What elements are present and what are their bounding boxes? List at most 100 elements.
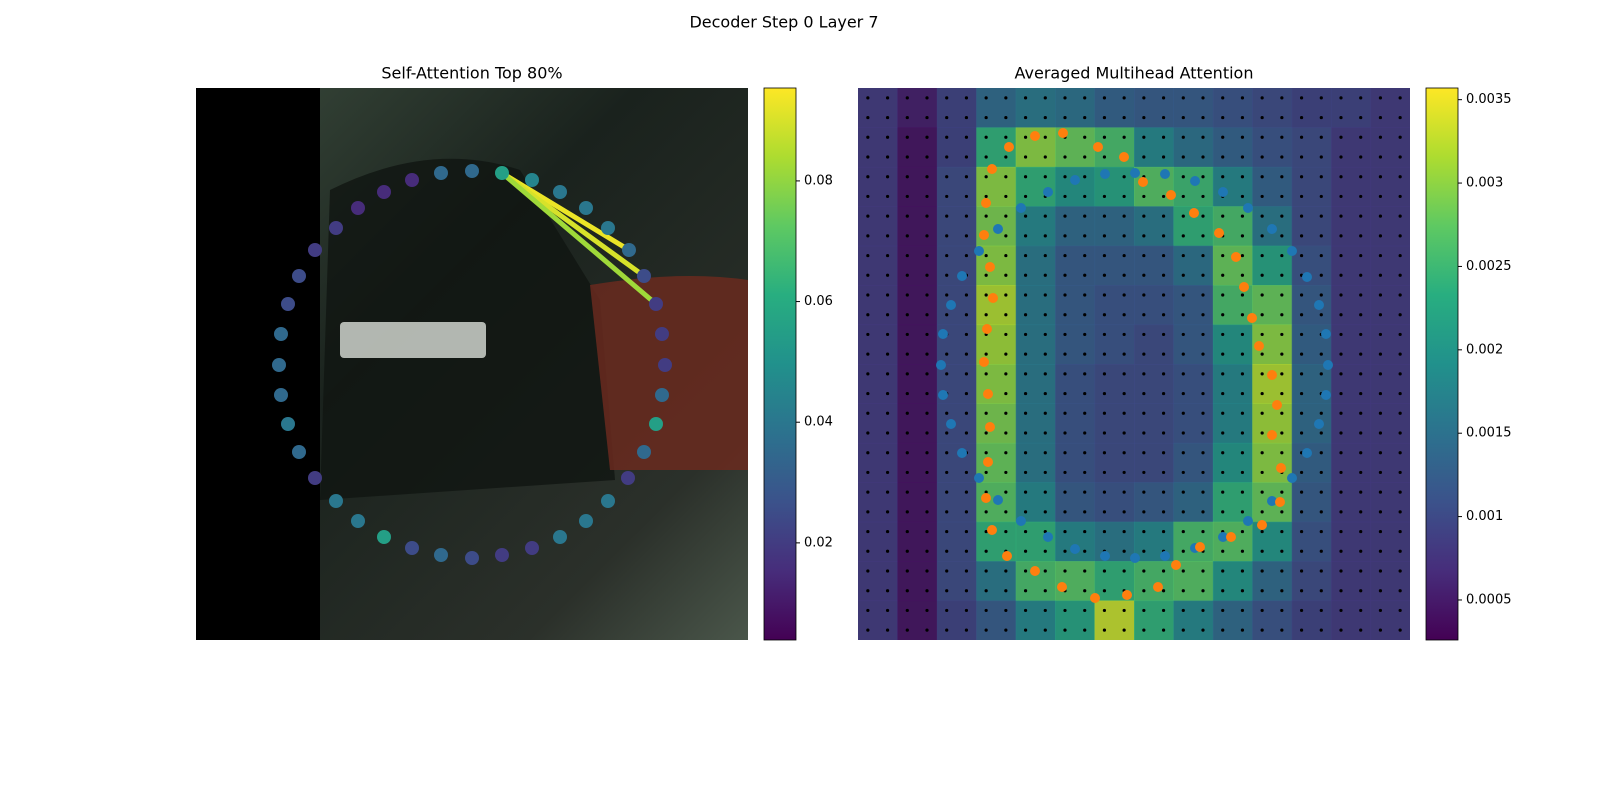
- query-point: [525, 173, 539, 187]
- reference-dot: [1201, 589, 1205, 593]
- reference-dot: [984, 155, 988, 159]
- reference-dot: [1378, 234, 1383, 238]
- heatmap-cell: [858, 245, 898, 286]
- reference-dot: [1004, 608, 1008, 613]
- reference-dot: [925, 431, 929, 435]
- point: [1016, 516, 1026, 526]
- heatmap-cell: [858, 88, 898, 128]
- point: [1030, 566, 1040, 576]
- reference-dot: [1142, 194, 1146, 199]
- reference-dot: [1299, 293, 1304, 297]
- heatmap-cell: [1212, 245, 1253, 286]
- point: [1247, 313, 1257, 323]
- reference-dot: [1142, 155, 1146, 159]
- reference-dot: [964, 391, 969, 396]
- point: [1323, 360, 1333, 370]
- reference-dot: [1319, 253, 1323, 258]
- reference-dot: [1240, 490, 1245, 494]
- heatmap-cell: [897, 88, 938, 128]
- heatmap-cell: [1134, 245, 1174, 286]
- heatmap-cell: [1094, 403, 1135, 444]
- reference-dot: [945, 372, 949, 376]
- reference-dot: [1398, 608, 1402, 613]
- reference-dot: [1299, 628, 1304, 632]
- reference-dot: [1102, 352, 1107, 356]
- heatmap-cell: [897, 245, 938, 286]
- reference-dot: [1359, 293, 1363, 297]
- reference-dot: [1023, 470, 1028, 475]
- reference-dot: [1339, 608, 1343, 613]
- reference-dot: [1359, 431, 1363, 435]
- heatmap-cell: [1291, 245, 1332, 286]
- reference-dot: [964, 135, 969, 139]
- reference-dot: [1083, 253, 1087, 258]
- reference-dot: [925, 510, 929, 514]
- reference-dot: [984, 175, 988, 179]
- reference-dot: [866, 608, 870, 613]
- heatmap-cell: [1370, 324, 1410, 365]
- reference-dot: [1221, 510, 1225, 514]
- reference-dot: [1063, 510, 1067, 514]
- query-point: [274, 327, 288, 341]
- point: [981, 493, 991, 503]
- reference-dot: [1181, 253, 1185, 258]
- point: [1138, 177, 1148, 187]
- reference-dot: [1319, 293, 1323, 297]
- reference-dot: [1004, 293, 1008, 297]
- reference-dot: [925, 411, 929, 415]
- reference-dot: [1240, 135, 1245, 139]
- heatmap-cell: [897, 403, 938, 444]
- reference-dot: [1102, 411, 1107, 415]
- reference-dot: [1299, 431, 1304, 435]
- reference-dot: [1240, 293, 1245, 297]
- reference-dot: [964, 411, 969, 415]
- reference-dot: [1122, 490, 1126, 494]
- reference-dot: [1359, 628, 1363, 632]
- reference-dot: [1122, 234, 1126, 238]
- reference-dot: [925, 234, 929, 238]
- reference-dot: [1221, 470, 1225, 475]
- reference-dot: [1378, 451, 1383, 455]
- reference-dot: [925, 135, 929, 139]
- reference-dot: [866, 569, 870, 573]
- reference-dot: [1299, 569, 1304, 573]
- point: [988, 293, 998, 303]
- reference-dot: [1161, 273, 1166, 277]
- reference-dot: [1083, 313, 1087, 317]
- reference-dot: [1221, 411, 1225, 415]
- reference-dot: [1221, 608, 1225, 613]
- reference-dot: [1319, 372, 1323, 376]
- query-point: [292, 445, 306, 459]
- heatmap-cell: [1055, 166, 1096, 207]
- reference-dot: [1280, 214, 1284, 218]
- reference-dot: [905, 135, 909, 139]
- heatmap-cell: [897, 285, 938, 326]
- reference-dot: [1260, 529, 1264, 534]
- reference-dot: [1201, 569, 1205, 573]
- reference-dot: [1339, 490, 1343, 494]
- heatmap-cell: [1331, 521, 1372, 562]
- reference-dot: [1359, 391, 1363, 396]
- reference-dot: [866, 234, 870, 238]
- reference-dot: [1004, 510, 1008, 514]
- reference-dot: [1102, 332, 1107, 337]
- reference-dot: [1063, 628, 1067, 632]
- reference-dot: [1083, 135, 1087, 139]
- heatmap-cell: [1015, 245, 1056, 286]
- reference-dot: [1359, 135, 1363, 139]
- reference-dot: [1359, 411, 1363, 415]
- reference-dot: [945, 214, 949, 218]
- reference-dot: [984, 589, 988, 593]
- reference-dot: [1201, 411, 1205, 415]
- reference-dot: [1102, 470, 1107, 475]
- heatmap-cell: [1331, 364, 1372, 404]
- reference-dot: [925, 391, 929, 396]
- reference-dot: [1161, 589, 1166, 593]
- panel-title: Self-Attention Top 80%: [381, 64, 562, 83]
- reference-dot: [1319, 490, 1323, 494]
- reference-dot: [1260, 234, 1264, 238]
- reference-dot: [1398, 234, 1402, 238]
- reference-dot: [1280, 589, 1284, 593]
- reference-dot: [1201, 313, 1205, 317]
- reference-dot: [1299, 411, 1304, 415]
